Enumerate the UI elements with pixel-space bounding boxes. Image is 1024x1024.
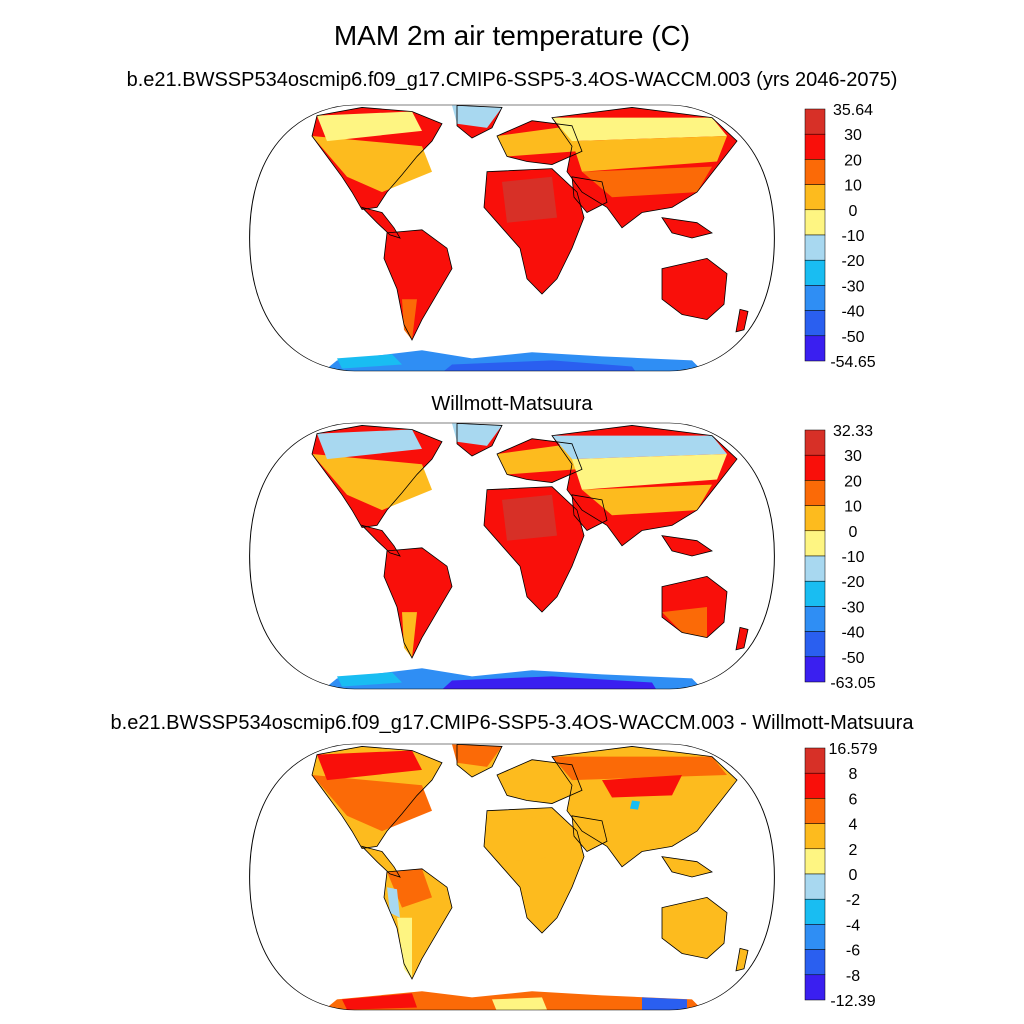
- colorbar-box: [804, 108, 826, 135]
- colorbar-label: 0: [849, 203, 858, 220]
- colorbar-box: [804, 873, 826, 900]
- panel2-map: [248, 422, 776, 690]
- colorbar-label: -54.65: [830, 354, 875, 371]
- colorbar-box: [804, 580, 826, 607]
- colorbar-label: 4: [849, 817, 858, 834]
- colorbar-box: [804, 747, 826, 774]
- colorbar-label: 30: [844, 127, 862, 144]
- colorbar-label: -40: [841, 304, 864, 321]
- colorbar-label: -50: [841, 329, 864, 346]
- colorbar-box: [804, 848, 826, 875]
- colorbar-label: 16.579: [829, 741, 878, 758]
- panel1-map: [248, 104, 776, 372]
- panel3-map: [248, 743, 776, 1011]
- panel1-colorbar: 35.64 30 20 10 0 -10 -20 -30 -40 -50 -54.65: [804, 102, 876, 371]
- figure-title: MAM 2m air temperature (C): [333, 20, 691, 51]
- colorbar-box: [804, 530, 826, 557]
- panel3-colorbar: 16.579 8 6 4 2 0 -2 -4 -6 -8 -12.39: [804, 741, 878, 1010]
- colorbar-box: [804, 285, 826, 311]
- colorbar-label: 35.64: [833, 102, 873, 119]
- colorbar-label: 2: [849, 842, 858, 859]
- colorbar-box: [804, 656, 826, 683]
- colorbar-label: -10: [841, 549, 864, 566]
- colorbar-box: [804, 924, 826, 950]
- colorbar-box: [804, 798, 826, 824]
- colorbar-box: [804, 631, 826, 658]
- colorbar-box: [804, 454, 826, 481]
- colorbar-label: -20: [841, 574, 864, 591]
- colorbar-label: 20: [844, 473, 862, 490]
- colorbar-box: [804, 335, 826, 362]
- colorbar-box: [804, 823, 826, 850]
- colorbar-label: 8: [849, 766, 858, 783]
- colorbar-box: [804, 429, 826, 456]
- colorbar-box: [804, 898, 826, 925]
- colorbar-label: -50: [841, 650, 864, 667]
- colorbar-box: [804, 184, 826, 211]
- panel2-colorbar: 32.33 30 20 10 0 -10 -20 -30 -40 -50 -63.05: [804, 423, 876, 692]
- colorbar-box: [804, 505, 826, 532]
- colorbar-label: 0: [849, 524, 858, 541]
- colorbar-label: -8: [846, 968, 860, 985]
- colorbar-label: -2: [846, 892, 860, 909]
- colorbar-box: [804, 772, 826, 799]
- colorbar-label: -20: [841, 253, 864, 270]
- colorbar-box: [804, 159, 826, 185]
- colorbar-label: 6: [849, 791, 858, 808]
- colorbar-label: 10: [844, 499, 862, 516]
- colorbar-label: -12.39: [830, 993, 875, 1010]
- colorbar-box: [804, 209, 826, 236]
- colorbar-label: -63.05: [830, 675, 875, 692]
- panel2-title: Willmott-Matsuura: [431, 393, 593, 415]
- colorbar-label: -6: [846, 943, 860, 960]
- colorbar-label: -40: [841, 625, 864, 642]
- colorbar-label: 10: [844, 178, 862, 195]
- colorbar-box: [804, 234, 826, 261]
- colorbar-box: [804, 555, 826, 582]
- colorbar-box: [804, 310, 826, 337]
- panel1-title: b.e21.BWSSP534oscmip6.f09_g17.CMIP6-SSP5…: [127, 69, 898, 91]
- colorbar-label: -4: [846, 917, 860, 934]
- colorbar-label: 20: [844, 152, 862, 169]
- colorbar-box: [804, 480, 826, 506]
- colorbar-label: 30: [844, 448, 862, 465]
- panel3-title: b.e21.BWSSP534oscmip6.f09_g17.CMIP6-SSP5…: [111, 712, 915, 734]
- colorbar-label: -30: [841, 599, 864, 616]
- colorbar-box: [804, 133, 826, 160]
- colorbar-box: [804, 259, 826, 286]
- colorbar-box: [804, 949, 826, 976]
- colorbar-label: -10: [841, 228, 864, 245]
- colorbar-box: [804, 974, 826, 1001]
- colorbar-label: -30: [841, 278, 864, 295]
- colorbar-box: [804, 606, 826, 632]
- colorbar-label: 32.33: [833, 423, 873, 440]
- colorbar-label: 0: [849, 867, 858, 884]
